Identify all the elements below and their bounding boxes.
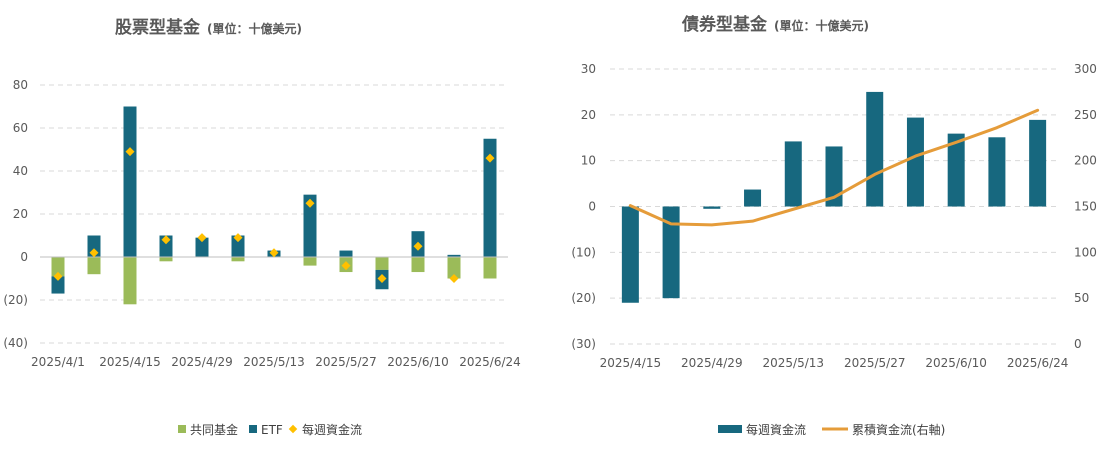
right-chart-title: 債券型基金: [681, 14, 768, 35]
weekly-flow-marker: [233, 233, 243, 243]
mutual-fund-bar: [303, 257, 317, 266]
weekly-flow-marker: [485, 153, 495, 163]
etf-bar: [339, 250, 353, 257]
weekly-flow-marker: [125, 147, 135, 157]
left-y-tick-label: 60: [13, 121, 28, 135]
right-y-tick-label: (30): [571, 337, 596, 351]
weekly-flow-bar: [1029, 119, 1047, 207]
weekly-flow-marker: [161, 235, 171, 245]
weekly-flow-bar: [825, 146, 843, 207]
weekly-flow-bar: [703, 206, 721, 209]
weekly-flow-marker: [305, 198, 315, 208]
legend-swatch-etf: [249, 425, 257, 433]
left-chart-title: 股票型基金: [115, 17, 201, 38]
weekly-flow-marker: [449, 274, 459, 283]
legend-label-weekly-flow-bond: 每週資金流: [746, 422, 806, 437]
etf-bar: [303, 194, 317, 257]
left-x-tick-label: 2025/4/29: [171, 355, 233, 369]
weekly-flow-marker: [377, 274, 387, 283]
etf-bar: [231, 235, 245, 257]
left-y-tick-label: 80: [13, 78, 28, 92]
left-y-tick-label: (20): [3, 293, 28, 307]
right-chart-bond-funds: (30)(20)(10)0102030050100150200250300202…: [571, 62, 1097, 370]
right-y2-tick-label: 100: [1074, 245, 1097, 259]
left-x-tick-label: 2025/4/15: [99, 355, 161, 369]
right-y2-tick-label: 250: [1074, 108, 1097, 122]
mutual-fund-bar: [51, 257, 65, 277]
etf-bar: [195, 237, 209, 257]
right-y-tick-label: (20): [571, 291, 596, 305]
left-x-tick-label: 2025/6/24: [459, 355, 521, 369]
weekly-flow-bar: [947, 133, 965, 207]
right-y-tick-label: 10: [581, 154, 596, 168]
mutual-fund-bar: [375, 257, 389, 270]
mutual-fund-bar: [411, 257, 425, 273]
right-y-tick-label: (10): [571, 245, 596, 259]
left-x-tick-label: 2025/6/10: [387, 355, 449, 369]
mutual-fund-bar: [87, 257, 101, 275]
weekly-flow-marker: [197, 233, 207, 243]
weekly-flow-bar: [784, 141, 802, 207]
right-y2-tick-label: 300: [1074, 62, 1097, 76]
right-legend: 每週資金流 累積資金流(右軸): [718, 422, 945, 437]
mutual-fund-bar: [483, 257, 497, 279]
right-y2-tick-label: 200: [1074, 154, 1097, 168]
right-y2-tick-label: 150: [1074, 200, 1097, 214]
mutual-fund-bar: [231, 257, 245, 262]
right-y2-tick-label: 0: [1074, 337, 1082, 351]
weekly-flow-bar: [744, 189, 762, 207]
weekly-flow-bar: [988, 137, 1006, 207]
weekly-flow-bar: [621, 206, 639, 303]
legend-label-weekly-flow: 每週資金流: [302, 422, 362, 437]
weekly-flow-bar: [662, 206, 680, 299]
right-x-tick-label: 2025/5/27: [844, 356, 906, 370]
right-x-tick-label: 2025/4/29: [681, 356, 743, 370]
left-chart-equity-funds: (40) (20) 0 20 40 60 80 2025/4/1 2025/4/15 2025/4…: [3, 78, 520, 369]
etf-bar: [483, 138, 497, 257]
left-x-tick-label: 2025/5/27: [315, 355, 377, 369]
left-x-tick-label: 2025/4/1: [31, 355, 85, 369]
left-chart-subtitle: (單位：十億美元): [207, 21, 302, 36]
right-y-tick-label: 0: [588, 200, 596, 214]
weekly-flow-marker: [341, 261, 351, 271]
mutual-fund-bar: [159, 257, 173, 262]
right-y-tick-label: 30: [581, 62, 596, 76]
left-y-tick-label: 0: [20, 250, 28, 264]
weekly-flow-bar: [866, 91, 884, 207]
weekly-flow-marker: [413, 241, 423, 251]
right-y-tick-label: 20: [581, 108, 596, 122]
right-x-tick-label: 2025/6/24: [1007, 356, 1069, 370]
weekly-flow-marker: [53, 271, 63, 281]
legend-label-etf: ETF: [261, 423, 283, 437]
left-x-tick-label: 2025/5/13: [243, 355, 305, 369]
left-y-tick-label: 40: [13, 164, 28, 178]
legend-marker-weekly-flow: [288, 424, 298, 434]
weekly-flow-bar: [906, 117, 924, 207]
right-x-tick-label: 2025/6/10: [925, 356, 987, 370]
weekly-flow-marker: [269, 248, 279, 258]
legend-label-cumulative-flow: 累積資金流(右軸): [852, 422, 945, 437]
left-legend: 共同基金 ETF 每週資金流: [178, 422, 362, 437]
weekly-flow-marker: [89, 248, 99, 258]
right-x-tick-label: 2025/4/15: [600, 356, 662, 370]
legend-swatch-weekly-flow-bond: [718, 425, 742, 433]
etf-bar: [51, 276, 65, 294]
legend-swatch-mutual-funds: [178, 425, 186, 433]
left-y-tick-label: (40): [3, 336, 28, 350]
legend-label-mutual-funds: 共同基金: [190, 422, 238, 437]
right-y2-tick-label: 50: [1074, 291, 1089, 305]
left-y-tick-label: 20: [13, 207, 28, 221]
right-x-tick-label: 2025/5/13: [763, 356, 825, 370]
mutual-fund-bar: [123, 257, 137, 305]
etf-bar: [123, 106, 137, 257]
right-chart-subtitle: (單位：十億美元): [774, 18, 869, 33]
etf-bar: [447, 254, 461, 257]
mutual-fund-bar: [447, 257, 461, 279]
